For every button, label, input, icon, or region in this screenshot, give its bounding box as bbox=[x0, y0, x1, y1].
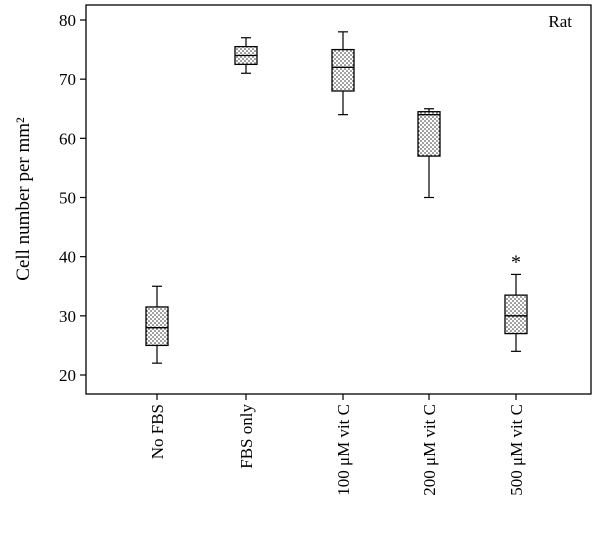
y-tick-label: 70 bbox=[59, 70, 76, 89]
x-category-label: No FBS bbox=[148, 404, 167, 459]
y-tick-label: 60 bbox=[59, 129, 76, 148]
corner-label: Rat bbox=[548, 12, 572, 31]
x-category-label: 200 μM vit C bbox=[420, 404, 439, 496]
y-tick-label: 50 bbox=[59, 189, 76, 208]
x-category-label: 500 μM vit C bbox=[507, 404, 526, 496]
y-tick-label: 20 bbox=[59, 366, 76, 385]
x-category-label: 100 μM vit C bbox=[334, 404, 353, 496]
box-iqr bbox=[504, 294, 528, 335]
y-tick-label: 80 bbox=[59, 11, 76, 30]
y-tick-label: 30 bbox=[59, 307, 76, 326]
box-iqr bbox=[417, 111, 441, 157]
x-category-label: FBS only bbox=[237, 404, 256, 469]
box-5: * bbox=[504, 251, 528, 352]
box-2 bbox=[234, 37, 258, 74]
plot-frame bbox=[85, 4, 592, 395]
y-axis: 20 30 40 50 60 70 80 bbox=[59, 11, 86, 385]
significance-marker: * bbox=[511, 251, 521, 273]
x-axis: No FBS FBS only 100 μM vit C 200 μM vit C 50… bbox=[148, 394, 526, 496]
y-tick-label: 40 bbox=[59, 248, 76, 267]
box-4 bbox=[417, 108, 441, 199]
box-3 bbox=[331, 31, 355, 116]
boxes-group: * bbox=[145, 31, 528, 364]
box-1 bbox=[145, 285, 169, 364]
box-iqr bbox=[145, 306, 169, 347]
y-axis-title: Cell number per mm² bbox=[13, 117, 34, 281]
box-iqr bbox=[331, 48, 355, 92]
